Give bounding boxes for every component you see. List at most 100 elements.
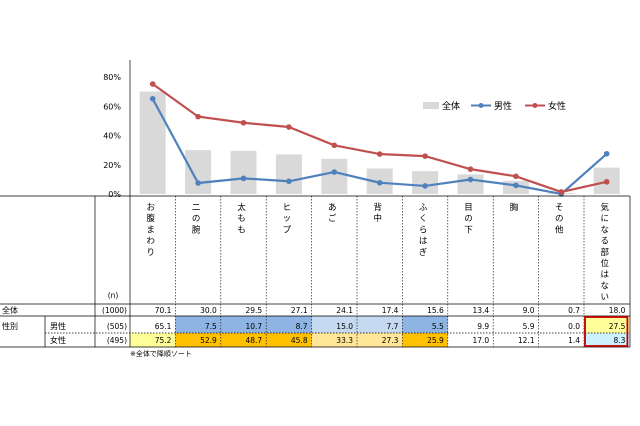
category-label: な [600, 225, 609, 235]
category-label: の [192, 214, 201, 224]
point-男性 [376, 179, 383, 186]
cell-value: 25.9 [427, 336, 444, 345]
cell-value: 7.7 [386, 322, 398, 331]
cell-value: 15.0 [336, 322, 353, 331]
cell-value: 27.3 [382, 336, 399, 345]
cell-highlight [584, 333, 630, 347]
category-label: 下 [464, 225, 473, 235]
category-label: わ [146, 237, 155, 247]
cell-highlight [357, 316, 403, 333]
point-女性 [467, 166, 474, 172]
point-男性 [195, 180, 201, 186]
point-女性 [286, 124, 292, 130]
category-label: 腹 [146, 213, 155, 224]
legend-label: 全体 [442, 100, 460, 112]
cell-highlight [266, 316, 312, 333]
cell-value: 13.4 [472, 306, 489, 315]
cell-value: 7.5 [205, 322, 217, 331]
category-label: い [600, 293, 609, 303]
cell-highlight [130, 333, 176, 347]
category-label: な [600, 281, 609, 291]
point-女性 [149, 81, 156, 87]
point-女性 [240, 119, 247, 126]
category-label: あ [328, 203, 337, 213]
legend-marker [478, 103, 484, 108]
bar-全体 [230, 150, 257, 194]
row-n: (495) [107, 336, 127, 345]
bar-全体 [321, 158, 348, 194]
point-男性 [286, 178, 292, 185]
category-label: 胸 [510, 202, 519, 213]
cell-value: 9.0 [523, 306, 535, 315]
footnote: ※全体で降順ソート [130, 350, 192, 358]
row-n: (1000) [102, 306, 127, 315]
cell-value: 75.2 [155, 336, 172, 345]
cell-value: 1.4 [568, 336, 580, 345]
cell-value: 8.7 [296, 322, 308, 331]
category-label: 目 [464, 203, 473, 213]
category-label: は [600, 270, 609, 280]
cell-value: 65.1 [155, 322, 172, 331]
cell-highlight [175, 316, 221, 333]
legend-label: 男性 [494, 100, 512, 112]
category-label: 太 [237, 202, 246, 213]
cell-highlight [220, 316, 267, 333]
category-label: ご [328, 213, 337, 224]
category-label: も [237, 214, 246, 224]
cell-value: 5.5 [432, 322, 444, 331]
y-tick-label: 80% [103, 73, 121, 82]
highlight-box [584, 316, 629, 347]
cell-highlight [357, 333, 403, 347]
category-label: り [146, 248, 155, 258]
point-男性 [331, 169, 338, 175]
cell-value: 9.9 [477, 322, 489, 331]
category-label: プ [283, 225, 292, 235]
cell-highlight [402, 316, 448, 333]
bar-全体 [139, 91, 166, 194]
category-label: く [419, 214, 428, 224]
legend-swatch [423, 102, 439, 109]
cell-value: 5.9 [523, 322, 535, 331]
point-男性 [467, 176, 474, 183]
category-label: も [237, 225, 246, 235]
sex-label: 性別 [2, 321, 18, 331]
row-n: (505) [107, 322, 127, 331]
y-tick-label: 40% [103, 132, 121, 141]
n-header: (n) [108, 291, 119, 300]
category-label: ぎ [419, 247, 428, 258]
bar-全体 [275, 154, 302, 194]
cell-value: 27.5 [609, 322, 626, 331]
cell-value: 8.3 [613, 336, 625, 345]
point-男性 [149, 95, 156, 102]
bar-全体 [185, 150, 212, 194]
y-tick-label: 20% [103, 161, 121, 170]
cell-value: 17.4 [382, 306, 399, 315]
category-label: 位 [600, 258, 609, 269]
cell-value: 18.0 [609, 306, 626, 315]
row-label: 女性 [50, 335, 66, 345]
point-女性 [195, 113, 201, 120]
category-label: ら [419, 225, 428, 235]
category-label: ヒ [283, 203, 292, 213]
category-label: の [464, 214, 473, 224]
category-label: お [146, 203, 155, 213]
cell-value: 10.7 [245, 322, 262, 331]
point-男性 [422, 183, 428, 189]
legend-marker [532, 103, 538, 108]
cell-value: 17.0 [472, 336, 489, 345]
point-女性 [558, 189, 565, 195]
category-label: は [419, 237, 428, 247]
cell-highlight [584, 316, 630, 333]
category-label: そ [555, 203, 564, 213]
y-tick-label: 60% [103, 102, 121, 111]
row-label: 男性 [50, 321, 66, 331]
cell-highlight [175, 333, 221, 347]
y-tick-label: 0% [108, 190, 121, 199]
category-label: 気 [600, 202, 609, 213]
legend-label: 女性 [548, 100, 566, 112]
category-label: 中 [373, 213, 382, 224]
cell-value: 29.5 [245, 306, 262, 315]
point-女性 [376, 151, 383, 157]
point-男性 [603, 150, 610, 157]
